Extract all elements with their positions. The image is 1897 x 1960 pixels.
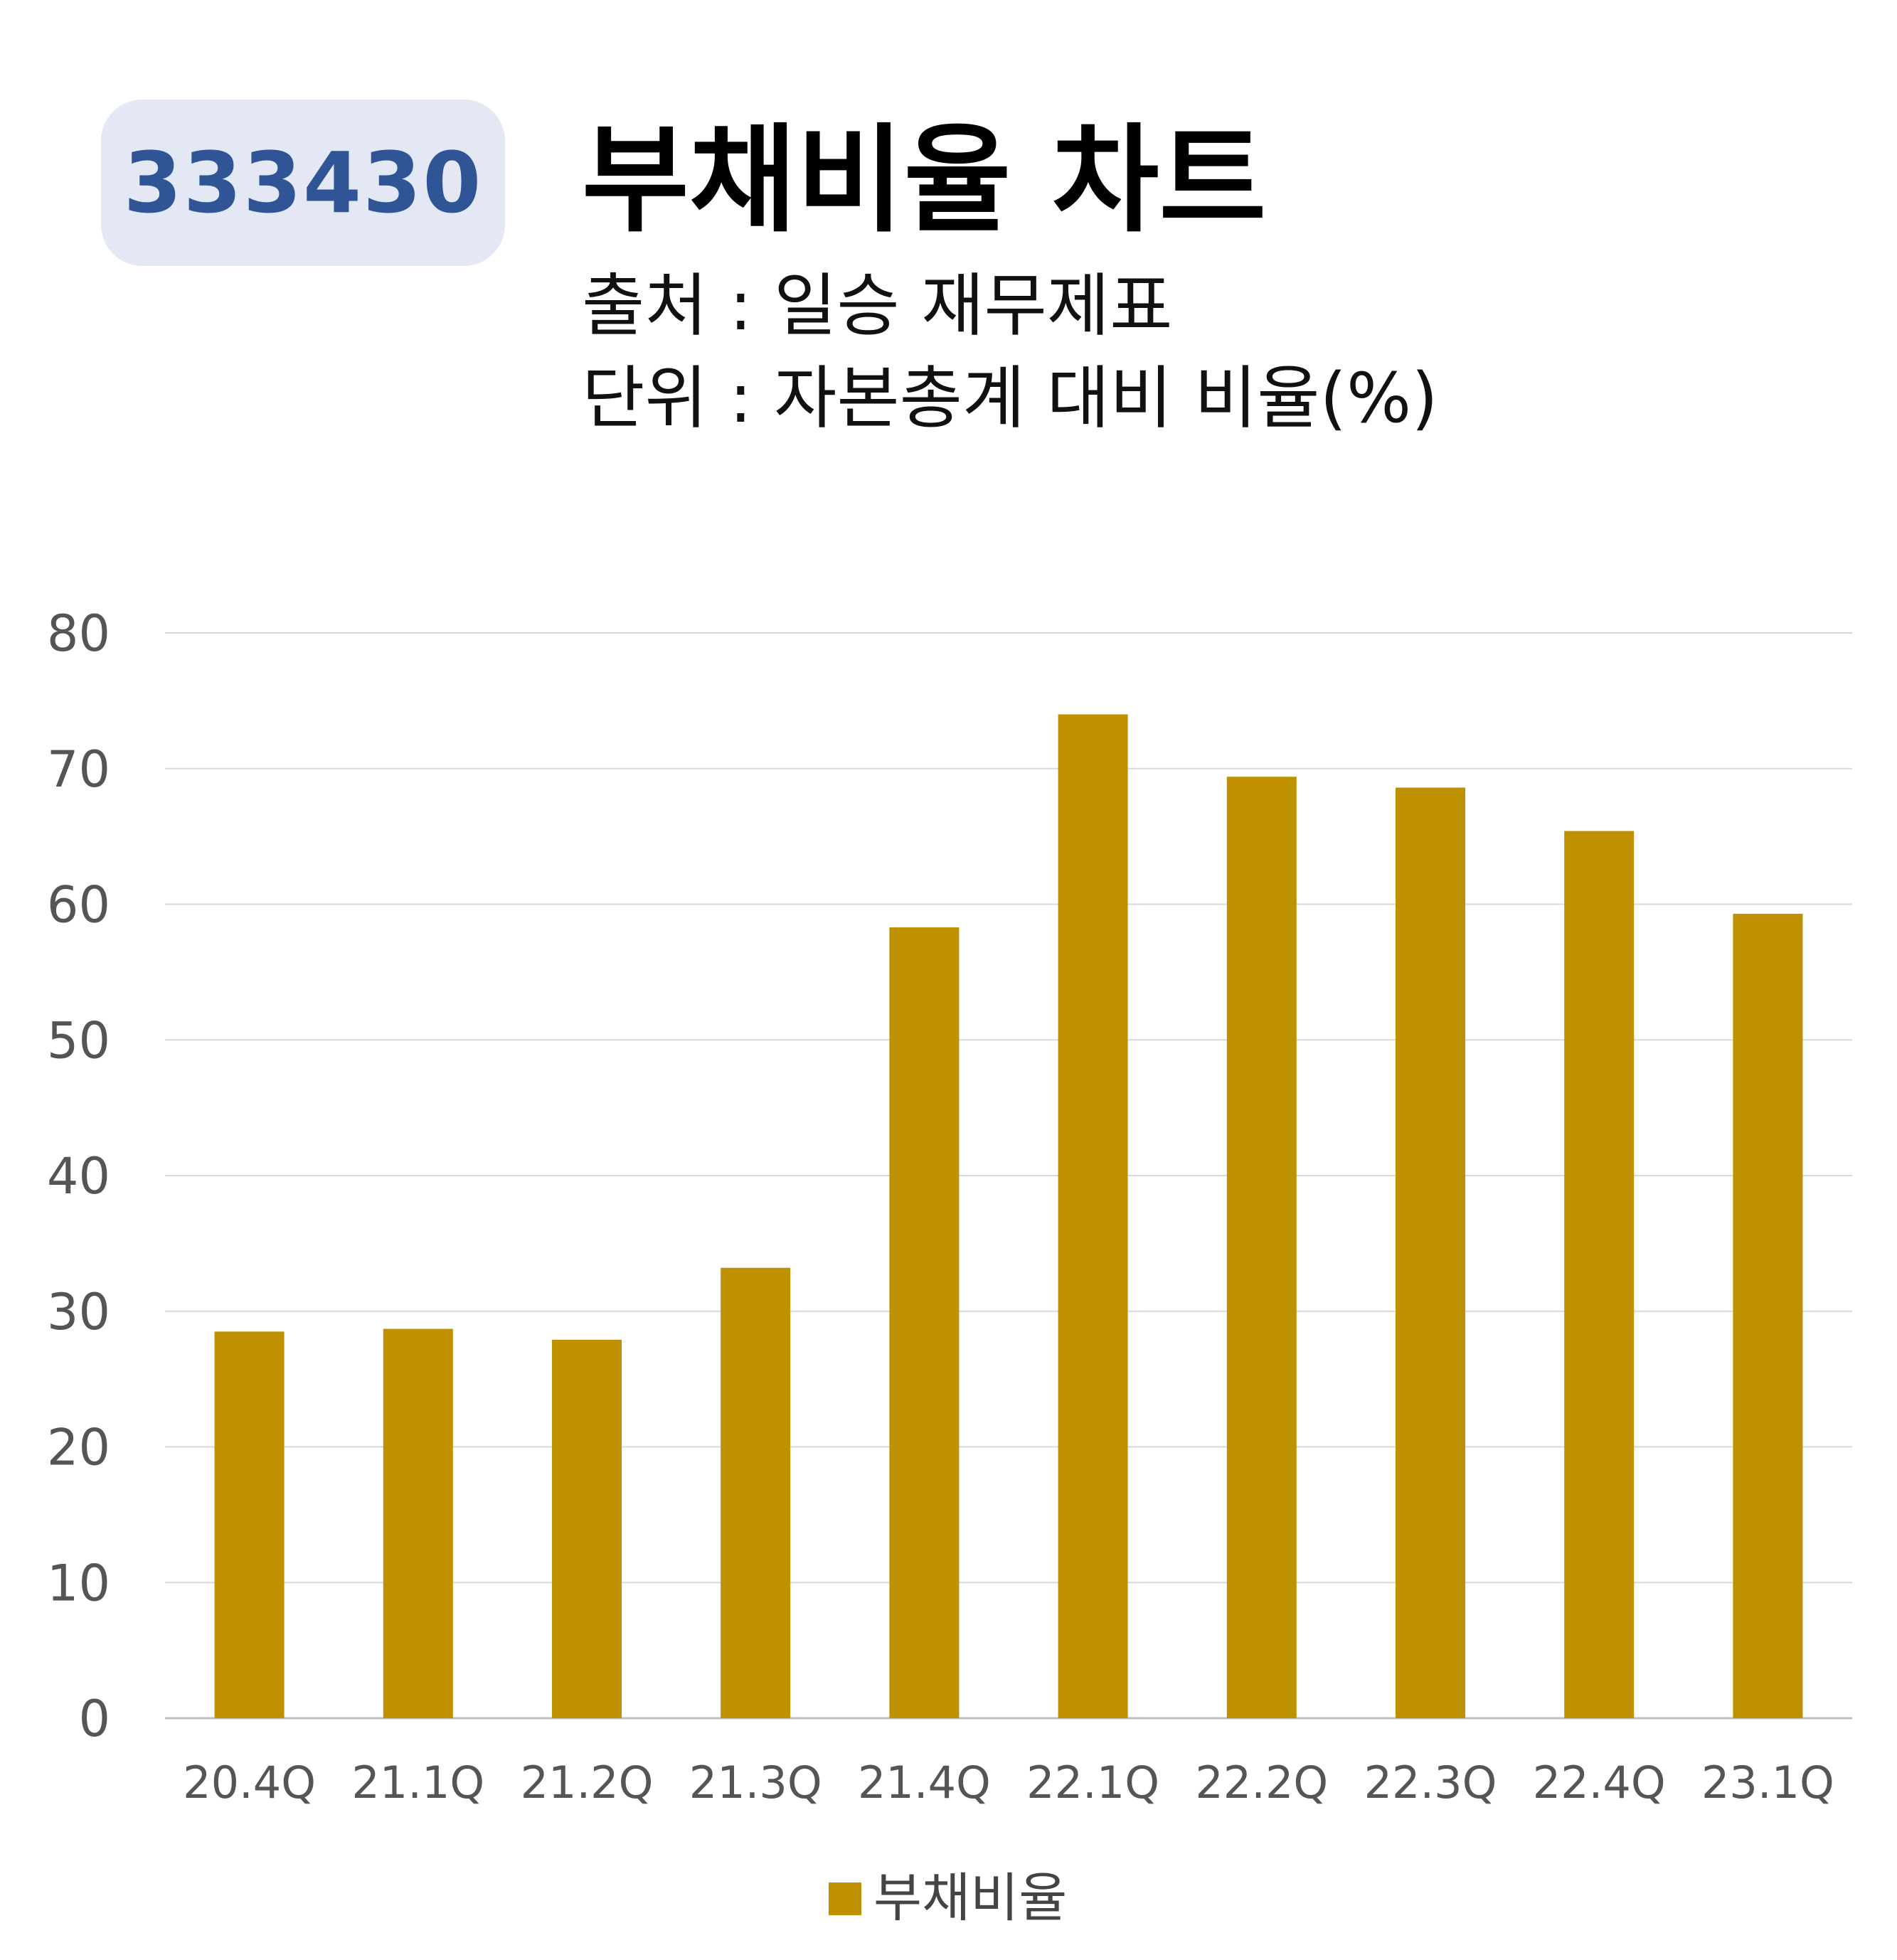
x-tick-label: 21.4Q [858,1757,991,1809]
x-tick-label: 21.1Q [351,1757,484,1809]
ticker-code: 333430 [123,134,483,232]
x-tick-label: 22.2Q [1195,1757,1328,1809]
bar [889,927,960,1718]
ticker-badge: 333430 [101,100,505,266]
legend: 부채비율 [829,1868,1067,1929]
x-tick-label: 23.1Q [1701,1757,1834,1809]
bars [214,714,1803,1719]
x-tick-label: 21.3Q [689,1757,822,1809]
x-tick-label: 20.4Q [183,1757,316,1809]
y-tick-label: 80 [47,604,110,663]
bar [552,1339,622,1718]
y-tick-label: 60 [47,876,110,934]
bar [1564,831,1635,1718]
x-tick-label: 21.2Q [521,1757,654,1809]
bar [721,1267,791,1718]
unit-line: 단위 : 자본총계 대비 비율(%) [582,358,1438,438]
x-axis: 20.4Q 21.1Q 21.2Q 21.3Q 21.4Q 22.1Q 22.2Q 22.3Q… [183,1757,1834,1809]
legend-swatch [829,1882,861,1915]
x-tick-label: 22.1Q [1026,1757,1159,1809]
y-tick-label: 30 [47,1283,110,1341]
bar [383,1328,453,1718]
legend-label: 부채비율 [873,1868,1067,1929]
y-tick-label: 50 [47,1011,110,1070]
chart-title: 부채비율 차트 [582,112,1267,248]
y-tick-label: 20 [47,1419,110,1477]
source-line: 출처 : 일승 재무제표 [582,266,1173,346]
bar [1226,777,1297,1718]
x-tick-label: 22.4Q [1533,1757,1666,1809]
bar [214,1331,285,1718]
y-tick-label: 40 [47,1147,110,1205]
y-tick-label: 70 [47,740,110,799]
y-tick-label: 10 [47,1554,110,1612]
bar [1058,714,1128,1719]
y-tick-label: 0 [78,1690,110,1748]
x-tick-label: 22.3Q [1364,1757,1497,1809]
bar [1396,787,1465,1718]
y-axis: 0 10 20 30 40 50 60 70 80 [47,604,110,1748]
bar [1733,913,1803,1718]
